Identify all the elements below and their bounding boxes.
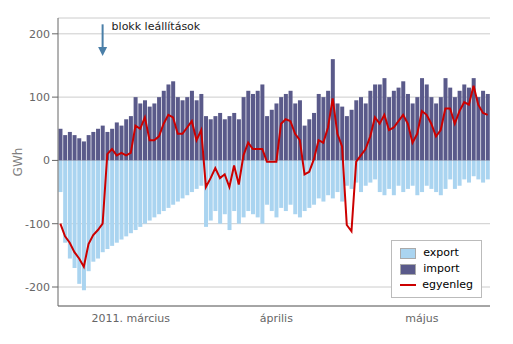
html-text:export: export [423,246,459,259]
svg-text:május: május [405,312,438,325]
svg-text:-100: -100 [25,218,50,231]
svg-text:április: április [260,312,293,325]
html-text:egyenleg: egyenleg [422,278,473,291]
html-text:import: import [423,262,460,275]
svg-text:GWh: GWh [11,148,25,177]
svg-text:0: 0 [43,154,50,167]
svg-text:100: 100 [29,91,50,104]
svg-text:2011. március: 2011. március [92,312,171,325]
svg-text:200: 200 [29,28,50,41]
svg-text:blokk leállítások: blokk leállítások [112,20,201,33]
svg-text:-200: -200 [25,281,50,294]
